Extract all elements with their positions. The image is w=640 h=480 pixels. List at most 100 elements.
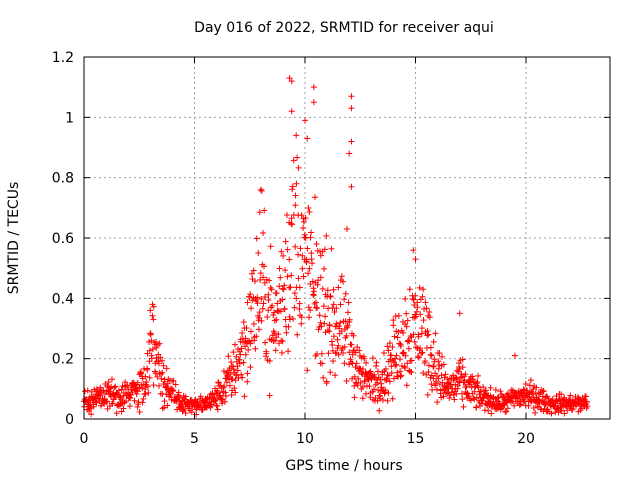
data-point	[314, 305, 321, 312]
data-point	[442, 371, 449, 378]
data-point	[337, 301, 344, 308]
data-point	[249, 297, 256, 304]
data-point	[222, 389, 229, 396]
data-point	[522, 402, 529, 409]
data-point	[463, 383, 470, 390]
data-point	[471, 388, 478, 395]
data-point	[112, 383, 119, 390]
data-point	[244, 299, 251, 306]
data-point	[363, 359, 370, 366]
data-point	[304, 367, 311, 374]
data-point	[247, 291, 254, 298]
data-point	[398, 363, 405, 370]
data-point	[462, 371, 469, 378]
data-point	[313, 304, 320, 311]
data-point	[380, 349, 387, 356]
data-point	[237, 351, 244, 358]
data-point	[567, 392, 574, 399]
data-point	[410, 296, 417, 303]
data-point	[325, 350, 332, 357]
data-point	[439, 379, 446, 386]
x-tick-label: 10	[296, 431, 314, 447]
data-point	[473, 380, 480, 387]
data-point	[356, 347, 363, 354]
x-tick-label: 20	[517, 431, 535, 447]
data-point	[420, 317, 427, 324]
data-point	[376, 407, 383, 414]
data-point	[156, 340, 163, 347]
data-point	[235, 375, 242, 382]
data-point	[434, 399, 441, 406]
data-point	[244, 370, 251, 377]
data-point	[287, 284, 294, 291]
data-point	[511, 352, 518, 359]
data-point	[340, 350, 347, 357]
data-point	[310, 285, 317, 292]
data-point	[226, 382, 233, 389]
y-tick-label: 0.6	[52, 231, 74, 247]
data-point	[286, 75, 293, 82]
data-point	[361, 377, 368, 384]
data-point	[430, 338, 437, 345]
data-point	[319, 285, 326, 292]
y-tick-label: 0	[65, 412, 74, 428]
data-point	[236, 360, 243, 367]
data-point	[248, 305, 255, 312]
data-point	[105, 378, 112, 385]
y-axis-label: SRMTID / TECUs	[6, 182, 22, 295]
data-point	[214, 389, 221, 395]
data-point	[244, 378, 251, 385]
data-point	[412, 256, 419, 263]
data-point	[582, 393, 589, 400]
data-point	[111, 384, 118, 391]
data-point	[120, 405, 127, 412]
data-point	[134, 379, 141, 386]
data-point	[427, 351, 434, 358]
data-point	[225, 353, 232, 360]
data-point	[382, 389, 389, 396]
data-point	[411, 338, 418, 345]
data-point	[149, 346, 156, 353]
data-point	[272, 347, 279, 354]
data-point	[410, 296, 417, 303]
data-point	[233, 353, 240, 360]
data-point	[410, 247, 417, 254]
data-point	[366, 383, 373, 390]
data-point	[298, 212, 305, 219]
data-point	[347, 341, 354, 348]
data-point	[265, 296, 272, 303]
data-point	[374, 368, 381, 375]
data-point	[300, 273, 307, 280]
data-point	[405, 337, 412, 344]
data-point	[290, 315, 297, 322]
data-point	[402, 352, 409, 359]
data-point	[401, 365, 408, 372]
data-point	[385, 372, 392, 379]
data-point	[300, 218, 307, 225]
data-point	[268, 286, 275, 293]
data-point	[431, 382, 438, 389]
data-point	[93, 399, 100, 406]
data-point	[338, 328, 345, 335]
data-point	[347, 356, 354, 363]
data-point	[487, 384, 494, 391]
data-point	[143, 379, 150, 386]
data-point	[91, 386, 98, 393]
data-point	[313, 241, 320, 247]
data-point	[386, 340, 393, 347]
data-point	[459, 396, 466, 403]
data-point	[316, 312, 323, 319]
data-point	[274, 300, 281, 307]
data-point	[197, 393, 204, 400]
data-point	[284, 246, 291, 253]
data-point	[346, 150, 353, 157]
data-point	[302, 117, 309, 124]
data-point	[426, 314, 433, 321]
data-point	[258, 295, 265, 302]
data-point	[297, 245, 304, 252]
data-point	[149, 312, 156, 319]
data-point	[188, 409, 195, 416]
data-point	[230, 366, 237, 373]
data-point	[397, 373, 404, 380]
